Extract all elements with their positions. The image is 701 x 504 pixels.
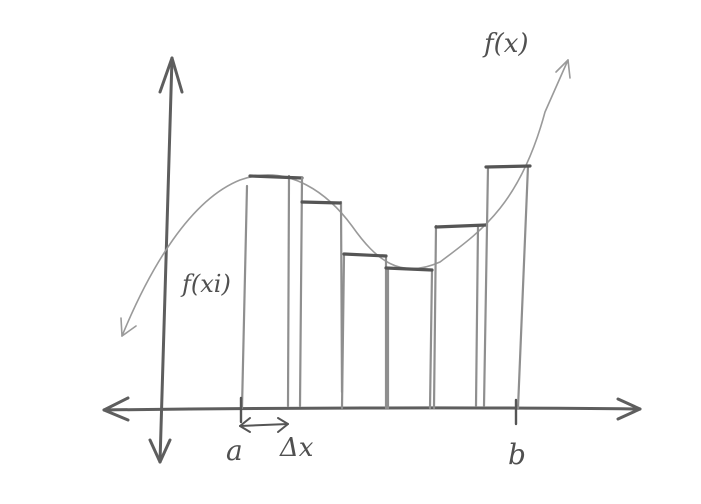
rectangle-2-top (300, 200, 342, 205)
rectangle-2 (298, 176, 344, 408)
rectangle-4 (386, 268, 434, 410)
lower-bound-label: a (226, 434, 243, 467)
x-axis (102, 396, 642, 422)
rectangle-6-top (484, 164, 532, 169)
rectangle-5 (432, 224, 480, 410)
rectangle-4-top (384, 266, 434, 272)
y-axis (148, 56, 184, 464)
rectangle-1-top (248, 174, 304, 180)
delta-x-label: Δx (279, 433, 314, 463)
riemann-rectangles (240, 164, 532, 410)
rectangle-5-top (434, 223, 488, 229)
rectangle-3 (340, 253, 388, 410)
rectangle-3-top (342, 252, 388, 258)
sample-height-label: f(xi) (180, 270, 231, 298)
rectangle-1 (240, 174, 291, 410)
rectangle-6 (482, 164, 530, 410)
upper-bound-label: b (508, 438, 526, 471)
function-label: f(x) (482, 29, 529, 59)
delta-x-arrow (239, 417, 289, 433)
function-curve (120, 59, 571, 337)
